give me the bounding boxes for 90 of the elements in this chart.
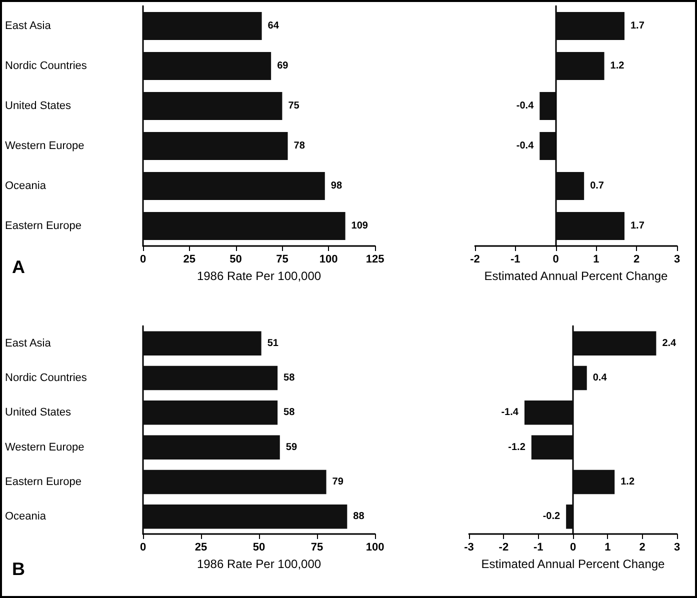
x-tick-label: 0 <box>552 254 559 266</box>
bar <box>143 52 272 80</box>
data-label: 0.4 <box>592 372 608 384</box>
x-axis-title: 1986 Rate Per 100,000 <box>196 269 322 283</box>
bar <box>573 331 656 356</box>
x-axis-title: Estimated Annual Percent Change <box>481 557 666 571</box>
x-tick-label: -2 <box>470 254 480 266</box>
bar <box>540 132 556 160</box>
y-tick-label: Eastern Europe <box>5 220 82 232</box>
data-label: 64 <box>268 20 280 32</box>
bar <box>540 92 556 120</box>
y-tick-label: Oceania <box>5 510 47 523</box>
x-tick-label: 50 <box>230 254 242 266</box>
bar <box>143 470 326 494</box>
bar <box>566 504 573 529</box>
bar <box>556 172 584 200</box>
y-tick-label: United States <box>5 100 72 112</box>
data-label: 75 <box>288 100 300 112</box>
bar <box>556 52 604 80</box>
y-tick-label: Western Europe <box>5 140 84 152</box>
x-tick-label: 50 <box>252 542 266 554</box>
x-tick-label: -1 <box>533 542 544 554</box>
x-tick-label: 100 <box>366 542 384 554</box>
x-tick-label: 3 <box>674 542 680 554</box>
data-label: 1.2 <box>620 476 635 488</box>
x-axis-title: Estimated Annual Percent Change <box>484 269 668 283</box>
x-tick-label: -2 <box>498 542 509 554</box>
bar <box>143 132 288 160</box>
x-tick-label: 1 <box>593 254 600 266</box>
bar <box>143 92 282 120</box>
y-tick-label: East Asia <box>5 20 52 32</box>
data-label: 0.7 <box>590 180 604 192</box>
x-tick-label: 125 <box>366 254 384 266</box>
y-tick-label: United States <box>5 406 72 419</box>
data-label: 1.7 <box>630 20 645 32</box>
data-label: 51 <box>267 338 279 349</box>
bar <box>143 366 278 390</box>
x-tick-label: 0 <box>140 254 146 266</box>
x-tick-label: 0 <box>140 542 146 554</box>
data-label: 1.7 <box>630 220 645 232</box>
y-tick-label: Nordic Countries <box>5 372 88 384</box>
bar <box>573 366 587 390</box>
text: B <box>12 559 25 579</box>
data-label: 109 <box>351 220 368 232</box>
data-label: 1.2 <box>610 60 625 72</box>
data-label: 59 <box>286 442 298 453</box>
bar <box>143 172 325 200</box>
data-label: 69 <box>277 60 289 72</box>
bar <box>143 504 348 529</box>
y-tick-label: Oceania <box>5 180 47 192</box>
x-tick-label: 1 <box>604 542 611 554</box>
x-tick-label: 0 <box>570 542 576 554</box>
bar <box>143 435 280 460</box>
data-label: 88 <box>353 511 365 522</box>
bar <box>143 331 262 356</box>
bar <box>556 212 624 240</box>
bar <box>573 470 615 494</box>
data-label: -1.2 <box>508 442 526 453</box>
y-tick-label: Nordic Countries <box>5 60 88 72</box>
bar <box>143 400 278 425</box>
data-label: -0.2 <box>542 511 560 522</box>
x-tick-label: 25 <box>194 542 208 554</box>
x-tick-label: 75 <box>276 254 288 266</box>
data-label: 2.4 <box>662 338 677 349</box>
x-tick-label: -1 <box>510 254 520 266</box>
data-label: -1.4 <box>501 407 519 418</box>
x-tick-label: 25 <box>183 254 196 266</box>
y-tick-label: Western Europe <box>5 441 84 454</box>
data-label: 78 <box>294 140 306 152</box>
bar <box>524 400 573 425</box>
bar <box>556 12 624 40</box>
x-tick-label: 2 <box>634 254 640 266</box>
x-tick-label: 2 <box>639 542 646 554</box>
bar <box>531 435 573 460</box>
text: A <box>12 257 25 277</box>
x-tick-label: 3 <box>674 254 680 266</box>
data-label: 58 <box>284 407 296 418</box>
data-label: 58 <box>284 372 296 384</box>
x-tick-label: -3 <box>464 542 474 554</box>
x-tick-label: 100 <box>319 254 338 266</box>
x-tick-label: 75 <box>310 542 324 554</box>
data-label: 79 <box>332 476 344 488</box>
y-tick-label: East Asia <box>5 337 52 350</box>
y-tick-label: Eastern Europe <box>5 476 82 488</box>
bar <box>143 212 346 240</box>
data-label: 98 <box>330 180 342 192</box>
x-axis-title: 1986 Rate Per 100,000 <box>196 557 322 571</box>
bar <box>143 12 262 40</box>
data-label: -0.4 <box>516 140 534 152</box>
data-label: -0.4 <box>516 100 534 112</box>
